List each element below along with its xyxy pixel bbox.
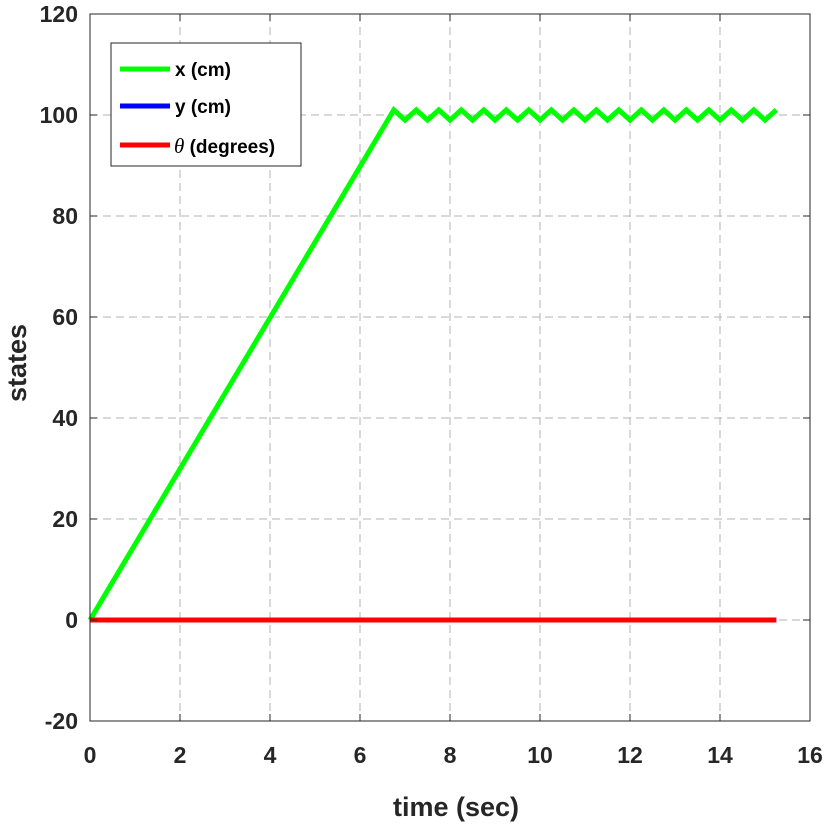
legend-theta-rest: (degrees) bbox=[184, 137, 275, 158]
x-tick-label: 12 bbox=[617, 742, 643, 768]
y-tick-label: 80 bbox=[52, 203, 78, 229]
y-tick-label: 100 bbox=[40, 102, 78, 128]
y-tick-label: 120 bbox=[40, 1, 78, 27]
x-axis-label: time (sec) bbox=[393, 792, 519, 822]
x-tick-label: 0 bbox=[84, 742, 97, 768]
legend: x (cm) y (cm) θ (degrees) bbox=[110, 42, 302, 167]
axis-ticks bbox=[89, 13, 811, 722]
legend-label-x: x (cm) bbox=[175, 60, 231, 81]
legend-label-theta: θ (degrees) bbox=[174, 134, 275, 158]
x-tick-label: 14 bbox=[707, 742, 733, 768]
series-x-line bbox=[87, 105, 778, 622]
x-tick-label: 6 bbox=[354, 742, 367, 768]
x-tick-label: 16 bbox=[797, 742, 823, 768]
y-tick-label: 60 bbox=[52, 304, 78, 330]
y-tick-label: 20 bbox=[52, 506, 78, 532]
y-tick-labels: -20 0 20 40 60 80 100 120 bbox=[40, 1, 78, 734]
legend-label-y: y (cm) bbox=[175, 97, 231, 118]
y-tick-label: -20 bbox=[45, 708, 78, 734]
y-tick-label: 0 bbox=[65, 607, 78, 633]
y-tick-label: 40 bbox=[52, 405, 78, 431]
legend-theta-symbol: θ bbox=[174, 134, 184, 158]
x-tick-label: 8 bbox=[444, 742, 457, 768]
x-tick-label: 2 bbox=[174, 742, 187, 768]
x-tick-label: 10 bbox=[527, 742, 553, 768]
x-tick-labels: 0 2 4 6 8 10 12 14 16 bbox=[84, 742, 823, 768]
series-layer bbox=[87, 105, 778, 623]
x-tick-label: 4 bbox=[264, 742, 277, 768]
y-axis-label: states bbox=[2, 324, 32, 402]
